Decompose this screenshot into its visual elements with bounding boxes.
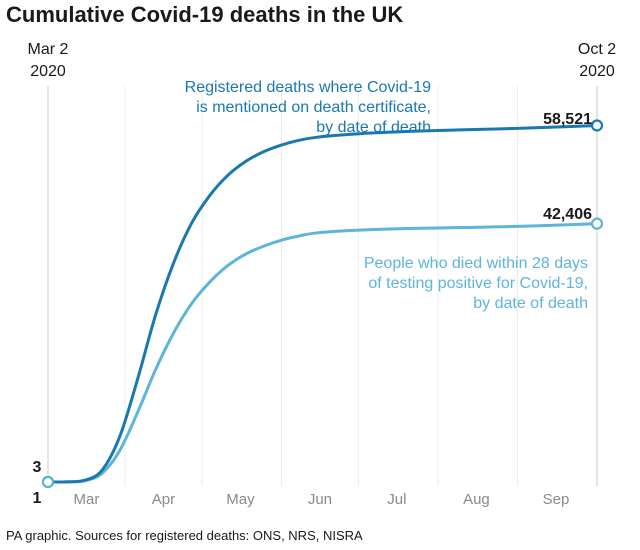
start-point-tested [41,475,55,489]
x-axis: Mar Apr May Jun Jul Aug Sep [74,491,570,508]
annotation-registered: Registered deaths where Covid-19 is ment… [185,79,431,136]
source-note: PA graphic. Sources for registered death… [6,528,363,543]
end-value-label-registered: 58,521 [543,111,592,128]
x-tick-label: Jun [308,491,332,508]
x-start-label-line2: 2020 [30,63,66,80]
x-start-label-line1: Mar 2 [28,41,69,58]
x-tick-label: Mar [74,491,100,508]
annotation-tested-line1: People who died within 28 days [364,255,588,272]
series-line-tested [46,222,599,484]
start-value-label-tested: 1 [33,490,42,507]
annotation-tested-line3: by date of death [473,295,588,312]
x-tick-label: Aug [463,491,490,508]
grid [47,86,598,486]
x-end-label-line1: Oct 2 [578,41,616,58]
annotation-tested: People who died within 28 days of testin… [364,255,588,312]
annotation-registered-line1: Registered deaths where Covid-19 [185,79,431,96]
chart-title: Cumulative Covid-19 deaths in the UK [6,2,403,27]
series-layer [41,119,604,489]
x-tick-label: Sep [543,491,570,508]
x-tick-label: Apr [152,491,175,508]
annotation-registered-line3: by date of death [316,119,431,136]
end-point-tested [590,217,604,230]
annotation-tested-line2: of testing positive for Covid-19, [368,275,588,292]
end-point-registered [590,119,604,132]
end-value-label-tested: 42,406 [543,206,592,223]
x-tick-label: May [226,491,255,508]
start-value-label-registered: 3 [33,459,42,476]
series-line-registered [46,123,599,484]
annotation-registered-line2: is mentioned on death certificate, [196,99,431,116]
x-end-label-line2: 2020 [579,63,615,80]
x-tick-label: Jul [387,491,406,508]
